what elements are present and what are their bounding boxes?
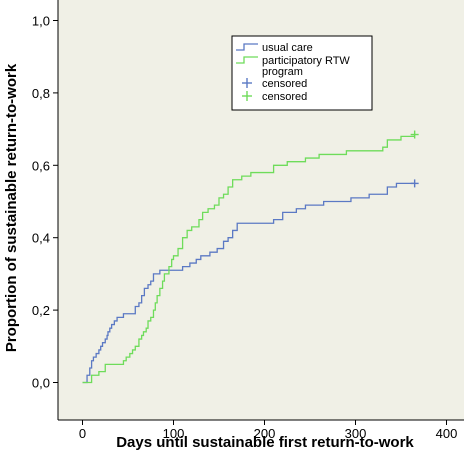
x-tick-label: 0 (79, 426, 86, 441)
y-tick-label: 0,8 (32, 86, 50, 101)
series-line-usual-care (82, 182, 415, 384)
series-layer (82, 130, 419, 384)
legend-line-swatch (236, 43, 258, 51)
legend-label: participatory RTW (262, 55, 350, 67)
legend-label: usual care (262, 42, 313, 54)
y-tick-label: 0,4 (32, 231, 50, 246)
y-tick-label: 0,6 (32, 158, 50, 173)
legend-label: censored (262, 91, 307, 103)
x-tick-label: 400 (436, 426, 458, 441)
y-tick-label: 0,2 (32, 303, 50, 318)
y-tick-label: 1,0 (32, 14, 50, 29)
x-tick-label: 300 (345, 426, 367, 441)
y-tick-label: 0,0 (32, 376, 50, 391)
x-tick-label: 200 (254, 426, 276, 441)
series-line-participatory-rtw (82, 135, 415, 384)
censored-marker (410, 179, 419, 188)
legend-label: program (262, 66, 303, 78)
x-axis-title: Days until sustainable first return-to-w… (116, 434, 414, 451)
legend-box (231, 35, 373, 111)
censored-marker (410, 130, 419, 139)
legend-line-swatch (236, 56, 258, 64)
y-axis: 0,0 0,2 0,4 0,6 0,8 1,0 (32, 14, 58, 391)
legend-label: censored (262, 78, 307, 90)
y-axis-title: Proportion of sustainable return-to-work (3, 63, 20, 352)
x-axis: 0 100 200 300 400 (79, 420, 457, 441)
x-tick-label: 100 (163, 426, 185, 441)
